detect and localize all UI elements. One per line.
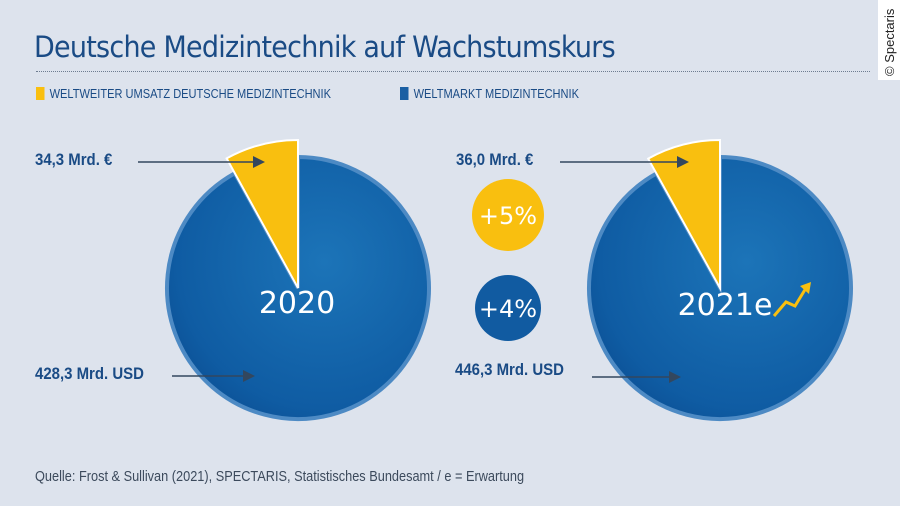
legend-swatch-blue xyxy=(400,87,409,100)
title-divider xyxy=(36,71,870,72)
pie-slice-german-2020 xyxy=(225,138,299,289)
trend-up-icon xyxy=(772,282,811,317)
growth-bubble-world xyxy=(475,275,541,341)
value-world-2021: 446,3 Mrd. USD xyxy=(455,360,564,379)
legend-label: WELTWEITER UMSATZ DEUTSCHE MEDIZINTECHNI… xyxy=(49,86,331,101)
copyright-strip: © Spectaris xyxy=(878,0,900,80)
value-world-2020: 428,3 Mrd. USD xyxy=(35,364,144,383)
growth-label-world: +4% xyxy=(479,295,537,323)
growth-label-german: +5% xyxy=(479,202,537,230)
value-german-2021: 36,0 Mrd. € xyxy=(456,150,534,169)
year-label-2020: 2020 xyxy=(259,286,335,321)
legend-label: WELTMARKT MEDIZINTECHNIK xyxy=(413,86,579,101)
growth-bubble-german xyxy=(472,179,544,251)
page-title: Deutsche Medizintechnik auf Wachstumskur… xyxy=(34,30,616,64)
pie-slice-german-2021e xyxy=(646,138,721,292)
legend-item-world: WELTMARKT MEDIZINTECHNIK xyxy=(400,86,579,101)
pie-slice-world-2020 xyxy=(165,154,431,421)
legend-swatch-yellow xyxy=(36,87,45,100)
value-german-2020: 34,3 Mrd. € xyxy=(35,150,113,169)
year-label-2021e: 2021e xyxy=(678,288,773,323)
source-note: Quelle: Frost & Sullivan (2021), SPECTAR… xyxy=(35,468,525,485)
legend-item-german: WELTWEITER UMSATZ DEUTSCHE MEDIZINTECHNI… xyxy=(36,86,331,101)
